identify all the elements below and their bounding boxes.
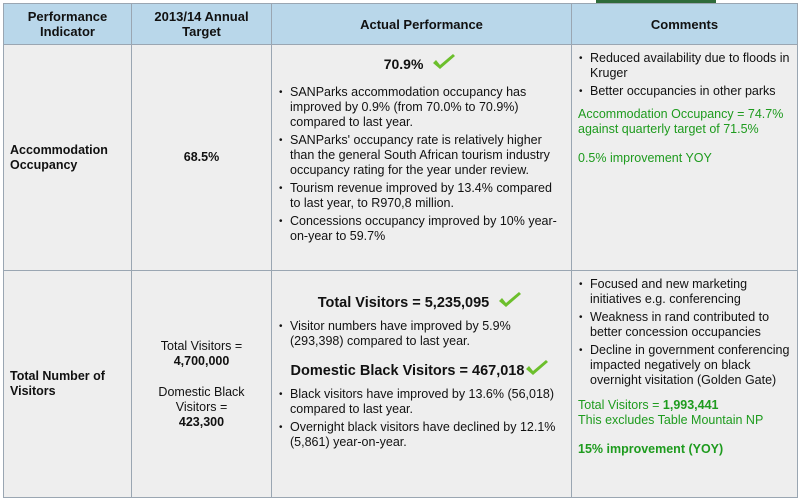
actual-total-visitors: Total Visitors = 5,235,095 Visitor numbe…	[271, 270, 572, 498]
list-item: Black visitors have improved by 13.6% (5…	[278, 387, 563, 417]
headline-total-visitors-text: Total Visitors = 5,235,095	[317, 295, 490, 311]
header-annual-target: 2013/14 Annual Target	[131, 3, 272, 45]
table-header-row: Performance Indicator 2013/14 Annual Tar…	[3, 3, 798, 45]
top-logo-strip	[596, 0, 716, 5]
table-row: Total Number of Visitors Total Visitors …	[3, 270, 798, 498]
list-item: Focused and new marketing initiatives e.…	[578, 277, 791, 307]
list-item: Weakness in rand contributed to better c…	[578, 310, 791, 340]
headline-total-visitors: Total Visitors = 5,235,095	[278, 291, 563, 311]
list-item: SANParks accommodation occupancy has imp…	[278, 85, 563, 130]
list-item: Tourism revenue improved by 13.4% compar…	[278, 181, 563, 211]
visitors-yoy-note: 15% improvement (YOY)	[578, 442, 724, 456]
performance-table: Performance Indicator 2013/14 Annual Tar…	[3, 3, 798, 498]
table-row: Accommodation Occupancy 68.5% 70.9% SANP…	[3, 44, 798, 271]
headline-occupancy: 70.9%	[278, 53, 563, 73]
list-item: Decline in government conferencing impac…	[578, 343, 791, 388]
visitors-bullet-list: Visitor numbers have improved by 5.9% (2…	[278, 319, 563, 349]
target-domestic-black-label: Domestic Black Visitors =	[158, 384, 245, 414]
list-item: Better occupancies in other parks	[578, 84, 791, 99]
header-actual-performance: Actual Performance	[271, 3, 572, 45]
black-visitors-bullet-list: Black visitors have improved by 13.6% (5…	[278, 387, 563, 450]
indicator-total-visitors: Total Number of Visitors	[3, 270, 132, 498]
actual-accommodation-occupancy: 70.9% SANParks accommodation occupancy h…	[271, 44, 572, 271]
target-total-visitors: Total Visitors = 4,700,000 Domestic Blac…	[131, 270, 272, 498]
occupancy-comment-list: Reduced availability due to floods in Kr…	[578, 51, 791, 99]
list-item: Overnight black visitors have declined b…	[278, 420, 563, 450]
header-performance-indicator: Performance Indicator	[3, 3, 132, 45]
list-item: Concessions occupancy improved by 10% ye…	[278, 214, 563, 244]
occupancy-yoy-note: 0.5% improvement YOY	[578, 151, 712, 165]
visitors-total-note: Total Visitors = 1,993,441	[578, 398, 791, 413]
comments-total-visitors: Focused and new marketing initiatives e.…	[571, 270, 798, 498]
comments-accommodation-occupancy: Reduced availability due to floods in Kr…	[571, 44, 798, 271]
target-domestic-black-value: 423,300	[178, 414, 225, 429]
target-total-visitors-value: 4,700,000	[173, 353, 230, 368]
checkmark-icon	[499, 292, 522, 307]
checkmark-icon	[433, 54, 456, 69]
visitors-total-note-value: 1,993,441	[662, 398, 719, 412]
header-comments: Comments	[571, 3, 798, 45]
headline-domestic-black-text: Domestic Black Visitors = 467,018	[290, 363, 525, 379]
target-total-visitors-label: Total Visitors =	[160, 338, 243, 353]
checkmark-icon	[526, 360, 549, 375]
list-item: SANParks' occupancy rate is relatively h…	[278, 133, 563, 178]
occupancy-quarterly-note: Accommodation Occupancy = 74.7% against …	[578, 107, 784, 136]
headline-occupancy-value: 70.9%	[383, 56, 424, 72]
target-accommodation-occupancy: 68.5%	[131, 44, 272, 271]
occupancy-bullet-list: SANParks accommodation occupancy has imp…	[278, 85, 563, 244]
visitors-total-note-label: Total Visitors =	[578, 398, 660, 412]
list-item: Reduced availability due to floods in Kr…	[578, 51, 791, 81]
headline-domestic-black: Domestic Black Visitors = 467,018	[278, 359, 563, 379]
visitors-comment-list: Focused and new marketing initiatives e.…	[578, 277, 791, 388]
list-item: Visitor numbers have improved by 5.9% (2…	[278, 319, 563, 349]
visitors-exclusion-note: This excludes Table Mountain NP	[578, 413, 764, 427]
indicator-accommodation-occupancy: Accommodation Occupancy	[3, 44, 132, 271]
